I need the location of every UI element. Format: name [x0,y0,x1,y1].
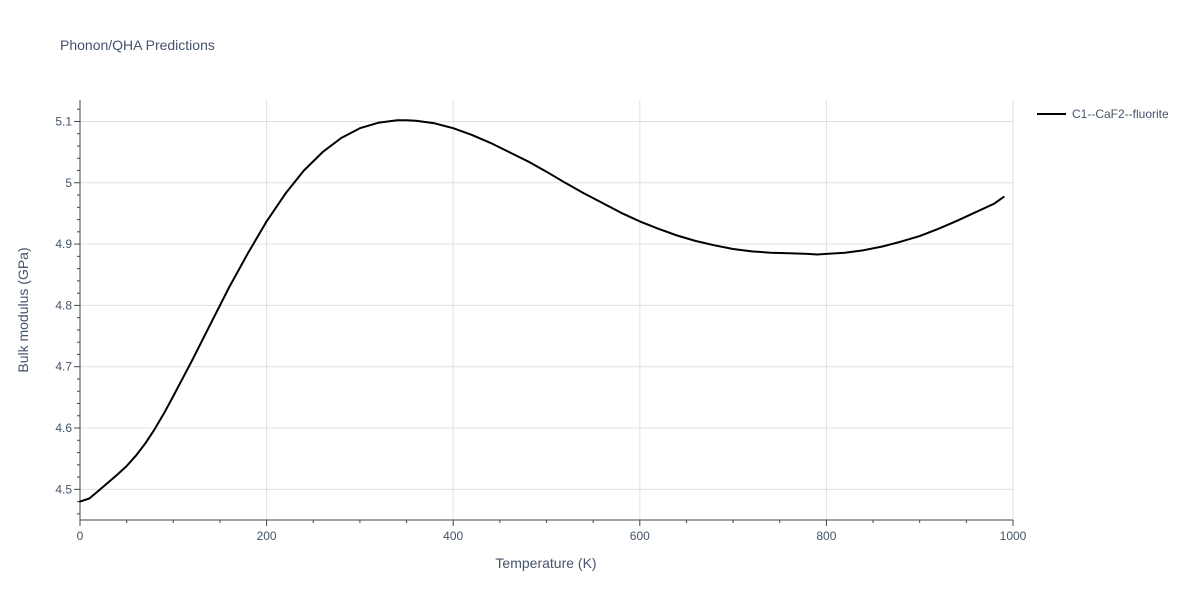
y-tick-label: 4.8 [55,298,72,312]
legend-label: C1--CaF2--fluorite [1072,107,1169,121]
y-tick-label: 4.6 [55,421,72,435]
y-axis-ticks: 4.5 4.6 4.7 4.8 4.9 5 5.1 [55,114,72,496]
x-tick-label: 400 [443,529,463,543]
y-tick-label: 5.1 [55,114,72,128]
x-tick-label: 600 [630,529,650,543]
x-tick-label: 800 [816,529,836,543]
y-tick-label: 5 [65,176,72,190]
y-tick-label: 4.9 [55,237,72,251]
axes [74,100,1014,526]
legend[interactable]: C1--CaF2--fluorite [1037,107,1169,121]
y-tick-label: 4.7 [55,360,72,374]
x-tick-label: 200 [257,529,277,543]
y-tick-label: 4.5 [55,482,72,496]
x-tick-label: 1000 [1000,529,1027,543]
grid [80,100,1014,520]
chart-title: Phonon/QHA Predictions [60,37,215,53]
x-axis-ticks: 0 200 400 600 800 1000 [77,529,1027,543]
x-tick-label: 0 [77,529,84,543]
y-axis-label: Bulk modulus (GPa) [15,247,31,372]
series-line [79,119,1005,503]
x-axis-label: Temperature (K) [495,555,596,571]
series-group [79,119,1005,503]
